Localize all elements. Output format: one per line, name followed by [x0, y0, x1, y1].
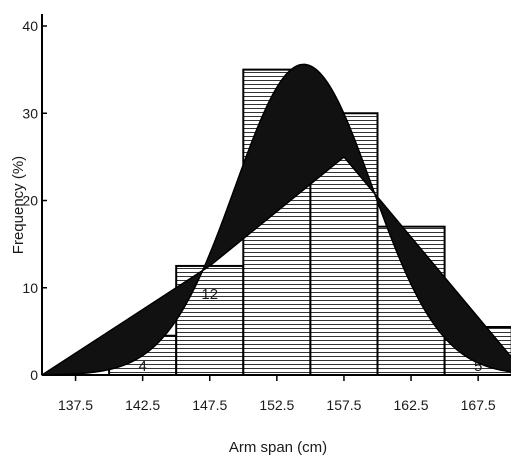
x-tick-label-147.5: 147.5: [192, 397, 227, 413]
y-axis-label: Frequency (%): [10, 156, 27, 254]
x-tick-label-162.5: 162.5: [394, 397, 429, 413]
x-tick-label-152.5: 152.5: [259, 397, 294, 413]
axis-layer: 0 10 20 30 40 137.5 142.5 147.5 152.5 157.5 162.5 1…: [22, 14, 511, 413]
bar-label-147.5: 12: [201, 286, 218, 303]
x-tick-label-157.5: 157.5: [326, 397, 361, 413]
y-tick-label-10: 10: [22, 280, 38, 296]
x-tick-label-142.5: 142.5: [125, 397, 160, 413]
labels-layer: 4 12 5: [138, 286, 482, 375]
normal-curve-line: [41, 63, 511, 376]
x-tick-label-137.5: 137.5: [58, 397, 93, 413]
curve-fill-layer: [41, 63, 511, 376]
bar-label-142.5: 4: [138, 358, 146, 375]
y-tick-label-0: 0: [30, 367, 38, 383]
bar-label-167.5: 5: [474, 358, 482, 375]
frequency-polygon-line: [41, 155, 511, 376]
y-tick-label-20: 20: [22, 193, 38, 209]
y-tick-label-30: 30: [22, 105, 38, 121]
y-tick-label-40: 40: [22, 18, 38, 34]
x-tick-label-167.5: 167.5: [461, 397, 496, 413]
x-axis-label: Arm span (cm): [229, 439, 327, 456]
